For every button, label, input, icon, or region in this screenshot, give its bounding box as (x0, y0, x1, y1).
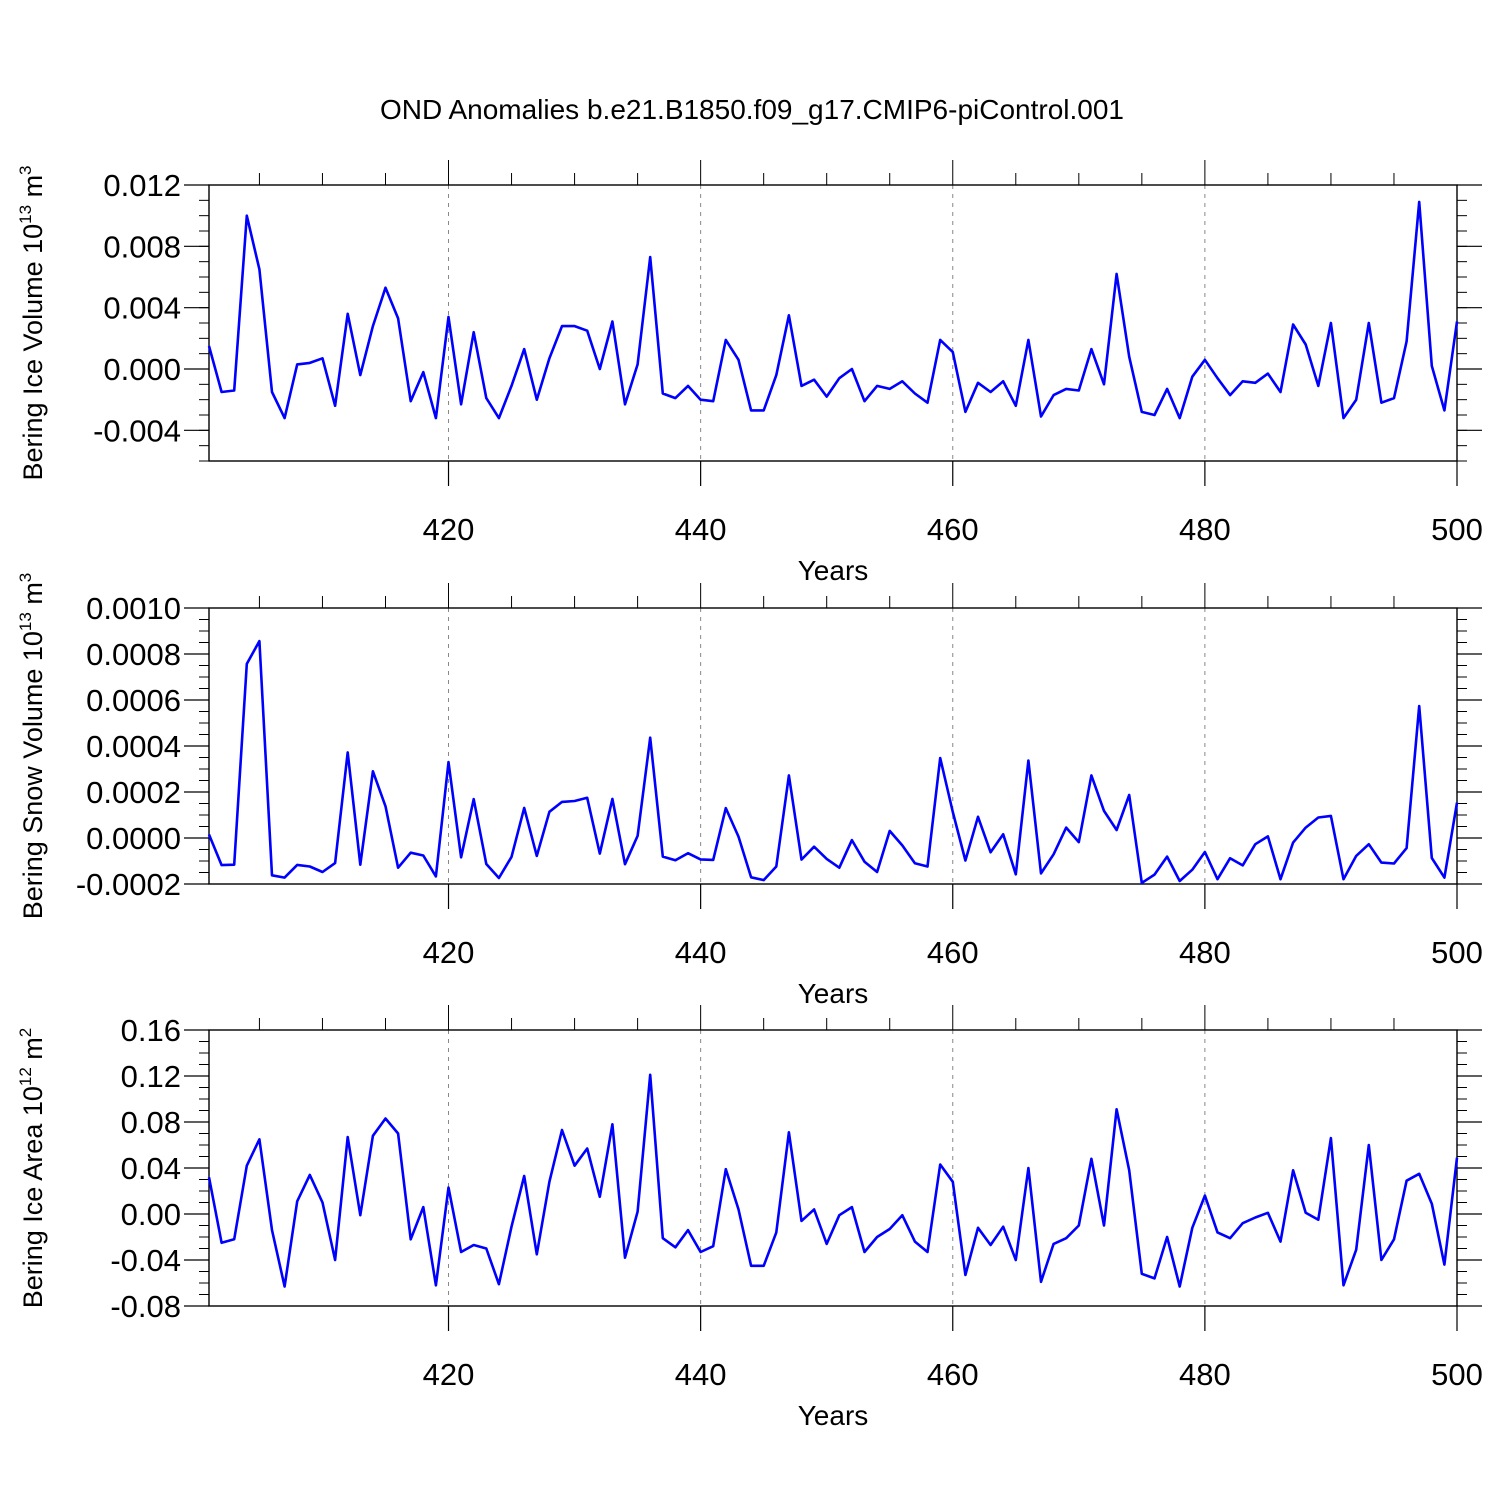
x-axis-label: Years (798, 978, 869, 1009)
y-tick-label: 0.12 (121, 1059, 181, 1094)
y-tick-label: 0.0008 (86, 637, 181, 672)
x-tick-label: 420 (423, 512, 475, 547)
figure-title: OND Anomalies b.e21.B1850.f09_g17.CMIP6-… (380, 94, 1124, 125)
x-tick-label: 500 (1431, 512, 1483, 547)
x-tick-label: 480 (1179, 935, 1231, 970)
x-tick-label: 420 (423, 1357, 475, 1392)
x-tick-label: 500 (1431, 1357, 1483, 1392)
x-axis-label: Years (798, 1400, 869, 1431)
x-axis-label: Years (798, 555, 869, 586)
y-tick-label: 0.0004 (86, 729, 181, 764)
x-tick-label: 440 (675, 935, 727, 970)
y-tick-label: 0.012 (103, 168, 181, 203)
series-line (207, 200, 1459, 420)
y-tick-label: 0.000 (103, 352, 181, 387)
y-tick-label: 0.004 (103, 291, 181, 326)
y-tick-label: 0.0010 (86, 591, 181, 626)
y-tick-label: -0.08 (110, 1289, 181, 1324)
y-tick-label: -0.0002 (76, 867, 181, 902)
x-tick-label: 440 (675, 1357, 727, 1392)
y-tick-label: 0.008 (103, 229, 181, 264)
y-tick-label: 0.08 (121, 1105, 181, 1140)
x-tick-label: 420 (423, 935, 475, 970)
y-tick-label: 0.0000 (86, 821, 181, 856)
x-tick-label: 460 (927, 935, 979, 970)
x-tick-label: 460 (927, 512, 979, 547)
y-tick-label: -0.004 (93, 413, 181, 448)
chart-panel-2: 0.0010 0.0008 0.0006 0.0004 0.0002 0.0000 -0.0… (16, 573, 1483, 1009)
y-tick-label: -0.04 (110, 1243, 181, 1278)
x-tick-label: 480 (1179, 1357, 1231, 1392)
x-tick-label: 480 (1179, 512, 1231, 547)
y-axis-label: Bering Ice Area 1012 m2 (16, 1028, 48, 1309)
x-tick-label: 440 (675, 512, 727, 547)
chart-panel-1: 0.012 0.008 0.004 0.000 -0.004 420 440 460 480 50… (16, 160, 1483, 586)
y-tick-label: 0.0002 (86, 775, 181, 810)
chart-panel-3: 0.16 0.12 0.08 0.04 0.00 -0.04 -0.08 420 440 460 4… (16, 1005, 1483, 1431)
y-axis-label: Bering Snow Volume 1013 m3 (16, 573, 48, 920)
y-tick-label: 0.0006 (86, 683, 181, 718)
y-tick-label: 0.00 (121, 1197, 181, 1232)
y-tick-label: 0.16 (121, 1013, 181, 1048)
plot-frame (208, 184, 1458, 462)
plot-frame (208, 1029, 1458, 1307)
series-line (207, 639, 1459, 885)
plot-frame (208, 607, 1458, 885)
y-axis-label: Bering Ice Volume 1013 m3 (16, 165, 48, 480)
y-tick-label: 0.04 (121, 1151, 181, 1186)
series-line (207, 1073, 1459, 1288)
x-tick-label: 460 (927, 1357, 979, 1392)
x-tick-label: 500 (1431, 935, 1483, 970)
